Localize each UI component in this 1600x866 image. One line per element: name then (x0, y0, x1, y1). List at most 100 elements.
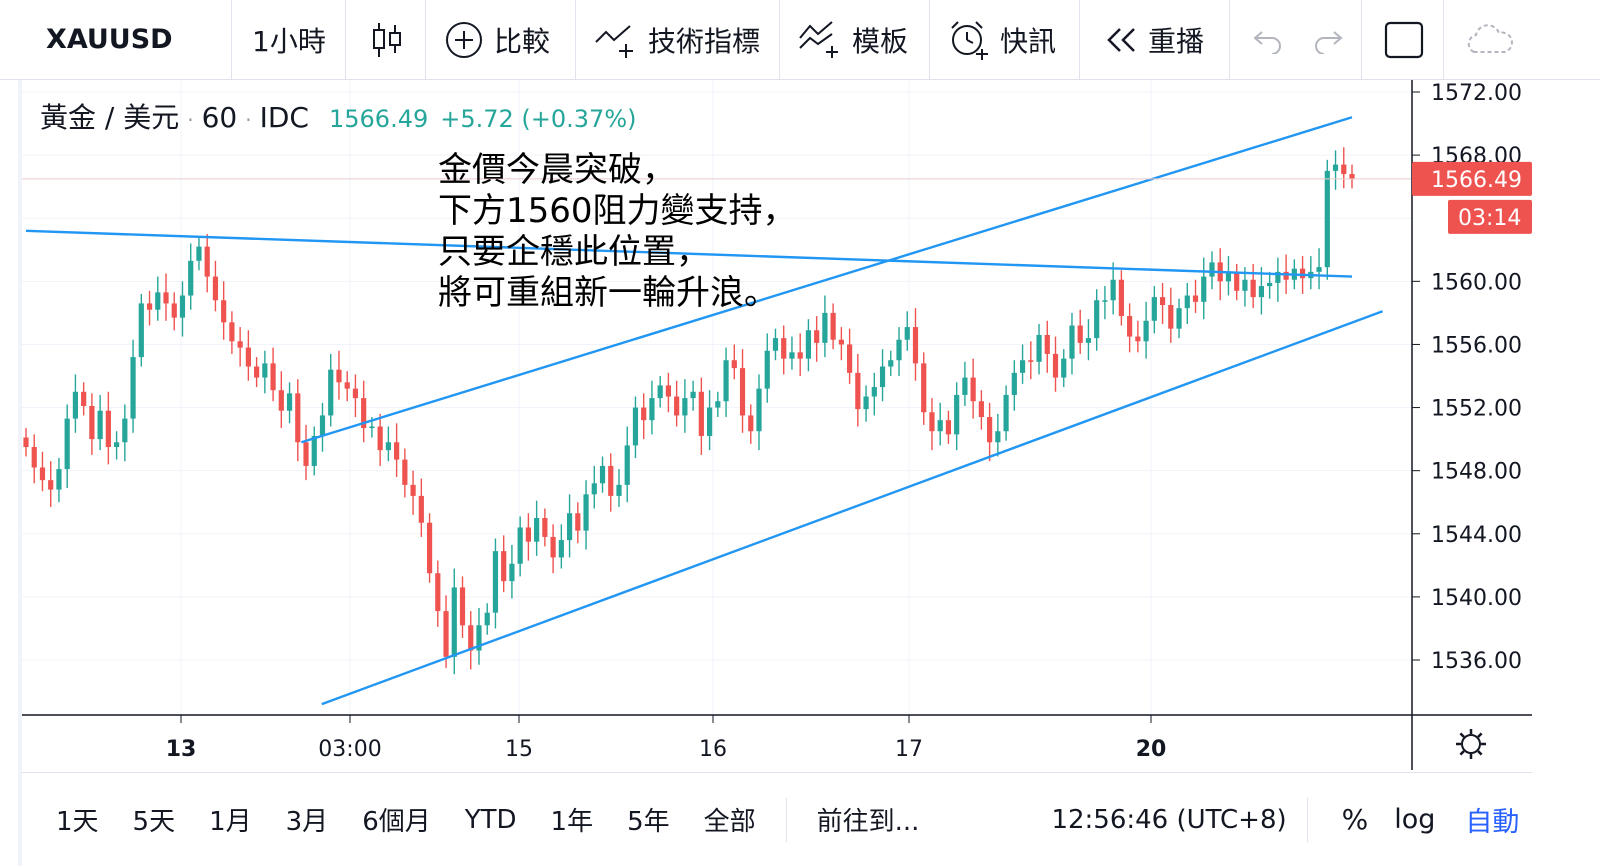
candle-body (1176, 308, 1182, 329)
candle-body (871, 387, 877, 397)
range-all-button[interactable]: 全部 (703, 807, 756, 837)
price-tick-label: 1544.00 (1431, 523, 1522, 548)
countdown-label: 03:14 (1458, 206, 1521, 231)
candle-body (1044, 334, 1050, 354)
candle-body (879, 366, 886, 388)
undo-icon[interactable] (1252, 26, 1284, 54)
candle-body (402, 459, 408, 485)
legend-price: 1566.49 (328, 105, 429, 133)
candle-body (632, 407, 639, 446)
interval-label: 1小時 (252, 24, 326, 58)
auto-scale-toggle[interactable]: 自動 (1465, 807, 1520, 838)
candle-body (542, 518, 548, 537)
plus-circle-icon (444, 20, 484, 60)
candle-body (204, 246, 210, 277)
candle-body (286, 393, 293, 411)
candle-body (1036, 334, 1042, 362)
redo-icon[interactable] (1312, 26, 1344, 54)
trendline[interactable] (301, 116, 1353, 444)
candle-body (855, 372, 861, 410)
candle-body (772, 338, 779, 351)
candle-body (987, 417, 993, 443)
candle-body (822, 312, 828, 343)
candle-body (328, 369, 334, 416)
candle-body (254, 366, 260, 378)
replay-label: 重播 (1148, 24, 1205, 58)
candle-body (888, 360, 894, 367)
candle-body (369, 426, 375, 429)
candle-body (649, 398, 655, 421)
annotation-line: 將可重組新一輪升浪。 (438, 273, 778, 313)
candle-body (698, 391, 704, 436)
indicators-button[interactable]: 技術指標 (576, 0, 780, 80)
cloud-save-button[interactable] (1444, 0, 1534, 80)
range-6m-button[interactable]: 6個月 (362, 807, 431, 837)
candle-body (31, 447, 37, 468)
candle-body (146, 303, 153, 310)
candle-body (410, 484, 416, 496)
price-tick-label: 1560.00 (1431, 270, 1522, 295)
candle-body (954, 394, 960, 435)
range-3m-button[interactable]: 3月 (285, 807, 329, 837)
candle-body (435, 573, 441, 612)
range-1m-button[interactable]: 1月 (209, 807, 252, 837)
gear-icon[interactable] (1456, 729, 1486, 759)
undo-redo-group (1230, 0, 1362, 80)
candle-body (492, 551, 499, 613)
price-tick-label: 1548.00 (1431, 460, 1522, 485)
symbol-search-button[interactable]: XAUUSD (0, 0, 232, 80)
price-chart[interactable]: 1572.001568.001560.001556.001552.001548.… (0, 80, 1600, 772)
fullscreen-button[interactable] (1362, 0, 1444, 80)
candle-body (1151, 297, 1157, 321)
templates-label: 模板 (852, 24, 909, 58)
range-1y-button[interactable]: 1年 (550, 807, 594, 837)
candle-body (295, 393, 301, 443)
candle-body (237, 341, 243, 348)
candle-body (221, 300, 227, 323)
percent-scale-toggle[interactable]: % (1341, 803, 1369, 836)
replay-button[interactable]: 重播 (1080, 0, 1230, 80)
candle-body (748, 415, 754, 432)
candle-body (171, 303, 177, 318)
candle-body (1242, 279, 1248, 291)
candle-body (451, 587, 457, 657)
candle-body (517, 527, 523, 564)
candle-body (1110, 279, 1116, 301)
candle-body (245, 347, 251, 367)
interval-button[interactable]: 1小時 (232, 0, 346, 80)
chart-style-button[interactable] (346, 0, 426, 80)
candle-body (863, 396, 869, 410)
rewind-icon (1104, 25, 1138, 55)
range-1d-button[interactable]: 1天 (56, 807, 99, 837)
legend-change: +5.72 (+0.37%) (440, 105, 637, 133)
candle-body (1201, 276, 1207, 302)
legend-symbol-name: 黃金 / 美元 (40, 101, 180, 134)
trendline[interactable] (321, 310, 1384, 706)
candle-body (912, 327, 919, 364)
templates-button[interactable]: 模板 (780, 0, 930, 80)
price-tick-label: 1536.00 (1431, 649, 1522, 674)
candle-body (945, 420, 952, 435)
legend-interval: 60 (201, 101, 238, 134)
candle-body (1069, 325, 1075, 359)
trendline[interactable] (25, 229, 1353, 278)
range-5d-button[interactable]: 5天 (132, 807, 176, 837)
candle-body (838, 339, 844, 345)
compare-button[interactable]: 比較 (426, 0, 576, 80)
time-tick-label: 15 (505, 737, 533, 762)
range-5y-button[interactable]: 5年 (627, 807, 670, 837)
clock-timezone[interactable]: 12:56:46 (UTC+8) (1051, 804, 1287, 835)
chart-annotation[interactable]: 金價今晨突破， 下方1560阻力變支持， 只要企穩此位置， 將可重組新一輪升浪。 (438, 150, 797, 314)
range-ytd-button[interactable]: YTD (464, 804, 517, 835)
goto-date-button[interactable]: 前往到... (816, 807, 920, 837)
price-tick-label: 1540.00 (1431, 586, 1522, 611)
candle-body (904, 327, 910, 340)
candlestick-icon (370, 21, 404, 59)
candle-body (739, 368, 746, 416)
alerts-button[interactable]: 快訊 (930, 0, 1080, 80)
candle-body (39, 467, 46, 481)
log-scale-toggle[interactable]: log (1394, 804, 1436, 835)
candle-body (781, 338, 787, 359)
candle-body (1168, 305, 1174, 329)
candle-body (1349, 174, 1355, 179)
